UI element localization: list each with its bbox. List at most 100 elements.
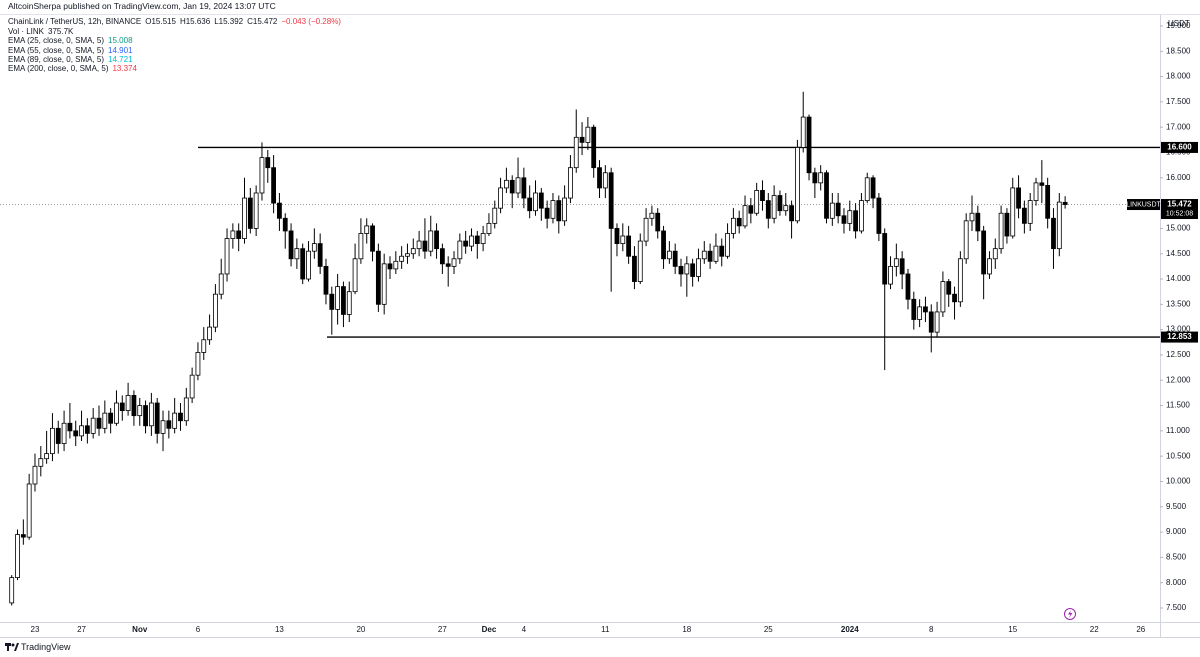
y-tick-label: 12.000: [1166, 375, 1191, 384]
candle-body: [835, 202, 841, 217]
y-tick-label: 18.000: [1166, 72, 1191, 81]
candle-body: [742, 205, 748, 227]
x-tick-label: 23: [31, 625, 40, 634]
candle-body: [987, 258, 992, 275]
candle-body: [247, 197, 253, 229]
candle-body: [841, 215, 847, 224]
candle-body: [387, 263, 393, 270]
candle-body: [824, 172, 829, 219]
candle-body: [818, 172, 824, 184]
candle-body: [428, 230, 434, 252]
candle-body: [888, 265, 893, 285]
candle-body: [789, 205, 794, 222]
y-tick-label: 19.000: [1166, 21, 1191, 30]
candle-body: [597, 167, 602, 189]
candle-body: [556, 200, 562, 222]
candle-body: [405, 253, 410, 257]
logo-part: [11, 643, 15, 647]
candle-body: [1045, 184, 1051, 219]
price-unit: USDT: [1168, 19, 1190, 28]
candle-body: [969, 212, 975, 222]
last-price-label: 15.472: [1167, 200, 1192, 209]
y-tick-label: 17.500: [1166, 97, 1191, 106]
candle-body: [148, 402, 154, 427]
ohlc-value: −0.043 (−0.28%): [281, 17, 341, 27]
level-tag: [1161, 141, 1198, 153]
candle-body: [666, 250, 672, 260]
candle-body: [114, 402, 119, 424]
candle-body: [445, 263, 451, 267]
indicator-name: EMA (25, close, 0, SMA, 5): [8, 36, 105, 46]
candle-body: [754, 190, 760, 214]
indicator-name: EMA (89, close, 0, SMA, 5): [8, 55, 105, 65]
candle-body: [300, 248, 306, 280]
candle-body: [1062, 201, 1068, 205]
volume-label: Vol · LINK: [8, 26, 45, 36]
candle-body: [26, 483, 32, 538]
candle-body: [568, 167, 573, 199]
candle-body: [55, 427, 61, 444]
x-tick-label: 2024: [841, 625, 859, 634]
candle-body: [701, 250, 707, 260]
candle-body: [911, 298, 917, 320]
candle-body: [515, 177, 521, 194]
candle-body: [474, 235, 480, 244]
y-tick-label: 14.000: [1166, 274, 1191, 283]
x-tick-label: 18: [682, 625, 691, 634]
candle-body: [189, 374, 195, 399]
candle-body: [719, 245, 725, 257]
y-tick-label: 8.000: [1166, 578, 1187, 587]
candle-body: [620, 235, 626, 244]
x-tick-label: 27: [438, 625, 447, 634]
x-tick-label: 11: [601, 625, 610, 634]
candle-body: [957, 258, 963, 303]
ohlc-value: L15.392: [214, 17, 244, 27]
level-label: 12.853: [1167, 332, 1192, 341]
x-tick-label: 6: [196, 625, 201, 634]
candle-body: [975, 212, 981, 232]
candle-body: [614, 228, 620, 244]
candle-body: [1039, 182, 1045, 186]
indicator-row: EMA (200, close, 0, SMA, 5) 13.374: [8, 64, 345, 73]
candle-body: [632, 255, 637, 282]
candle-body: [9, 577, 15, 604]
indicator-row: EMA (89, close, 0, SMA, 5) 14.721: [8, 55, 345, 64]
candle-body: [521, 177, 527, 199]
candle-body: [760, 190, 765, 201]
candle-body: [73, 430, 79, 437]
legend-title-row: ChainLink / TetherUS, 12h, BINANCE O15.51…: [8, 17, 345, 26]
candle-body: [800, 116, 806, 148]
ohlc-value: C15.472: [247, 17, 278, 27]
y-tick-label: 7.500: [1166, 603, 1187, 612]
candle-body: [282, 217, 288, 232]
candle-body: [259, 157, 265, 194]
candle-body: [317, 243, 323, 267]
x-tick-label: 15: [1008, 625, 1017, 634]
y-tick-label: 16.000: [1166, 173, 1191, 182]
candle-body: [160, 420, 166, 434]
candle-body: [457, 240, 463, 260]
candle-body: [201, 339, 207, 353]
candle-body: [562, 197, 567, 222]
candle-body: [899, 258, 905, 275]
candle-body: [847, 210, 853, 224]
symbol-label: LINKUSDT: [1126, 201, 1161, 208]
candle-body: [492, 207, 498, 224]
candle-body: [923, 306, 928, 313]
published-line: AltcoinSherpa published on TradingView.c…: [8, 1, 276, 11]
candle-body: [1051, 217, 1056, 250]
candle-body: [917, 306, 923, 320]
y-tick-label: 13.500: [1166, 299, 1191, 308]
candle-body: [108, 412, 114, 424]
candle-body: [637, 240, 643, 282]
candle-body: [242, 197, 247, 239]
candle-body: [96, 417, 102, 429]
candle-body: [265, 157, 271, 169]
candle-body: [381, 263, 387, 305]
candle-body: [38, 458, 44, 467]
candle-body: [172, 412, 178, 429]
candle-body: [393, 260, 399, 270]
candle-body: [306, 250, 311, 280]
